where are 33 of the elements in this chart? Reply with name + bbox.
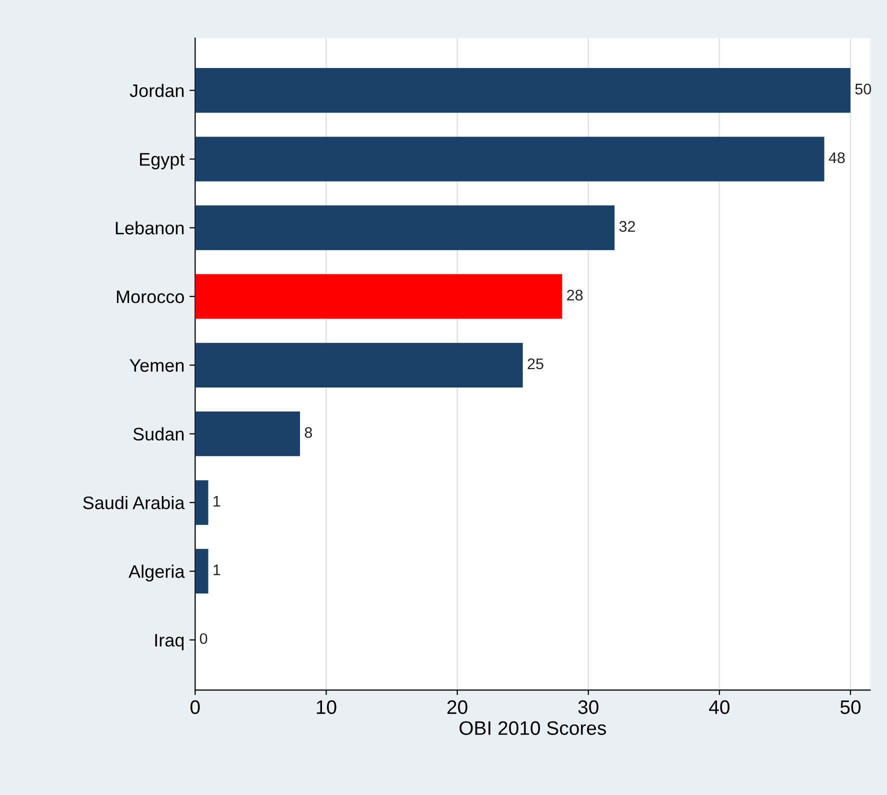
bar [195,68,850,113]
bar [195,480,208,525]
data-label: 50 [855,84,872,94]
data-label: 32 [619,221,635,232]
bar [195,274,562,319]
x-tick-label: 10 [316,700,336,714]
x-tick-label: 0 [190,700,200,714]
y-tick-label: Lebanon [116,221,184,234]
bar [195,136,824,182]
data-label: 48 [828,152,845,164]
y-tick-label: Morocco [116,290,184,304]
y-tick-label: Saudi Arabia [83,496,185,510]
bar [195,342,523,388]
x-tick-label: 40 [709,700,730,714]
data-label: 28 [567,290,583,301]
y-tick-label: Iraq [155,634,184,650]
bar [195,412,300,456]
y-tick-label: Sudan [133,427,184,441]
x-tick-label: 30 [578,700,598,714]
y-tick-label: Egypt [140,153,185,170]
y-tick-label: Algeria [128,564,185,582]
x-tick-label: 20 [447,700,468,714]
y-tick-label: Jordan [130,84,184,98]
data-label: 25 [528,358,544,370]
x-axis-title: OBI 2010 Scores [460,721,606,735]
y-tick-label: Yemen [130,359,184,372]
data-label: 8 [304,427,312,438]
bar [195,548,208,594]
bar [195,205,615,250]
data-label: 0 [200,633,208,644]
x-tick-label: 50 [840,700,861,714]
data-label: 1 [214,564,220,576]
data-label: 1 [214,496,220,506]
